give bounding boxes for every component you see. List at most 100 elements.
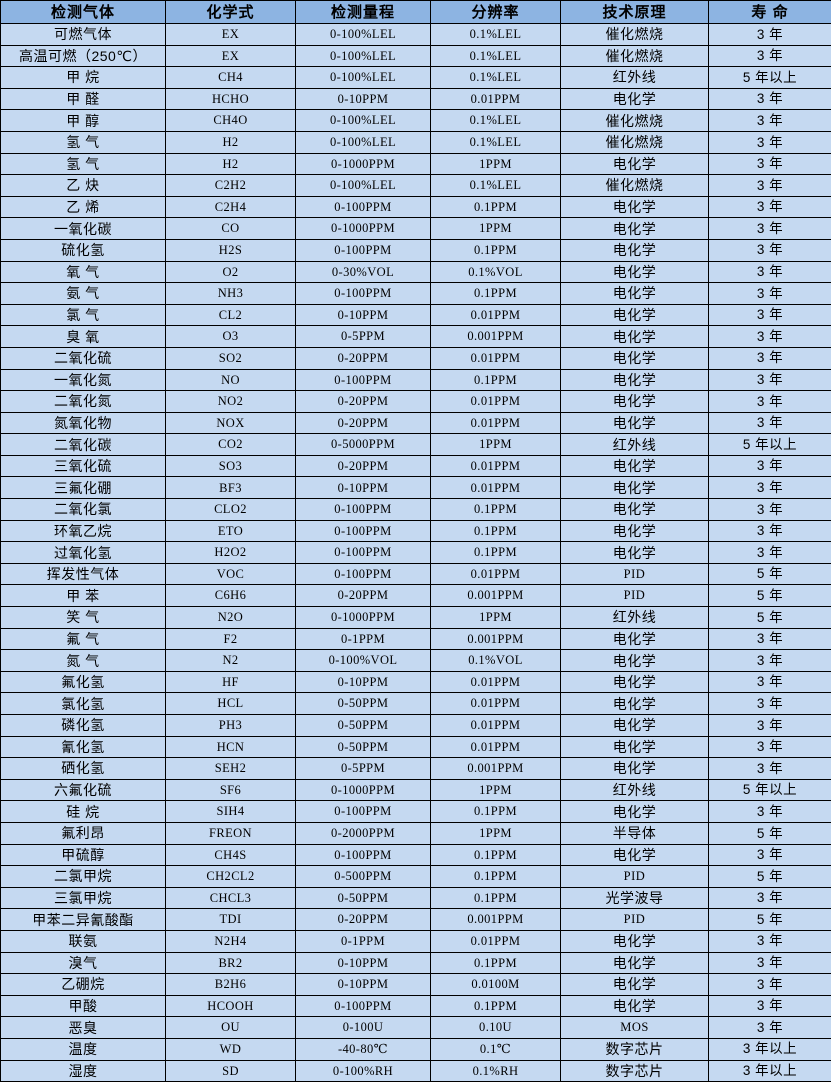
cell-formula: WD — [166, 1038, 296, 1060]
cell-life: 3 年以上 — [709, 1038, 831, 1060]
cell-range: 0-50PPM — [296, 736, 431, 758]
cell-principle: 电化学 — [561, 218, 709, 240]
cell-principle: PID — [561, 563, 709, 585]
cell-life: 3 年 — [709, 887, 831, 909]
cell-range: 0-50PPM — [296, 693, 431, 715]
cell-principle: 电化学 — [561, 88, 709, 110]
cell-name: 氟 气 — [1, 628, 166, 650]
cell-range: 0-20PPM — [296, 455, 431, 477]
cell-resolution: 0.10U — [431, 1017, 561, 1039]
cell-formula: SD — [166, 1060, 296, 1082]
cell-formula: H2 — [166, 153, 296, 175]
cell-resolution: 0.001PPM — [431, 758, 561, 780]
cell-principle: 电化学 — [561, 650, 709, 672]
column-header-gas-name: 检测气体 — [1, 1, 166, 24]
cell-principle: 电化学 — [561, 693, 709, 715]
cell-resolution: 0.01PPM — [431, 477, 561, 499]
cell-principle: 电化学 — [561, 347, 709, 369]
cell-life: 3 年 — [709, 369, 831, 391]
cell-principle: 红外线 — [561, 434, 709, 456]
cell-life: 3 年 — [709, 88, 831, 110]
cell-name: 氢 气 — [1, 131, 166, 153]
cell-formula: NH3 — [166, 283, 296, 305]
cell-formula: O2 — [166, 261, 296, 283]
cell-range: 0-10PPM — [296, 974, 431, 996]
cell-formula: NO — [166, 369, 296, 391]
cell-life: 3 年 — [709, 1017, 831, 1039]
cell-life: 3 年 — [709, 542, 831, 564]
cell-range: 0-10PPM — [296, 671, 431, 693]
cell-formula: H2O2 — [166, 542, 296, 564]
cell-resolution: 0.01PPM — [431, 736, 561, 758]
cell-formula: HCL — [166, 693, 296, 715]
cell-formula: SEH2 — [166, 758, 296, 780]
cell-formula: HCN — [166, 736, 296, 758]
cell-range: 0-100PPM — [296, 499, 431, 521]
cell-resolution: 0.01PPM — [431, 563, 561, 585]
cell-resolution: 0.001PPM — [431, 326, 561, 348]
cell-resolution: 0.01PPM — [431, 88, 561, 110]
cell-resolution: 0.1%VOL — [431, 650, 561, 672]
cell-formula: F2 — [166, 628, 296, 650]
cell-resolution: 0.1PPM — [431, 520, 561, 542]
cell-resolution: 0.1%LEL — [431, 175, 561, 197]
cell-principle: 催化燃烧 — [561, 45, 709, 67]
cell-formula: C2H4 — [166, 196, 296, 218]
cell-life: 5 年以上 — [709, 67, 831, 89]
cell-life: 3 年 — [709, 930, 831, 952]
column-header-formula: 化学式 — [166, 1, 296, 24]
cell-formula: CH4S — [166, 844, 296, 866]
cell-formula: OU — [166, 1017, 296, 1039]
cell-formula: CLO2 — [166, 499, 296, 521]
cell-resolution: 1PPM — [431, 218, 561, 240]
cell-life: 5 年以上 — [709, 779, 831, 801]
cell-formula: SO3 — [166, 455, 296, 477]
column-header-resolution: 分辨率 — [431, 1, 561, 24]
cell-resolution: 0.001PPM — [431, 628, 561, 650]
cell-name: 可燃气体 — [1, 24, 166, 46]
cell-range: 0-1000PPM — [296, 779, 431, 801]
cell-name: 氢 气 — [1, 153, 166, 175]
cell-formula: C2H2 — [166, 175, 296, 197]
cell-formula: NO2 — [166, 391, 296, 413]
cell-principle: 电化学 — [561, 844, 709, 866]
cell-name: 高温可燃（250℃） — [1, 45, 166, 67]
cell-resolution: 0.1PPM — [431, 887, 561, 909]
cell-name: 甲 苯 — [1, 585, 166, 607]
cell-formula: CO — [166, 218, 296, 240]
cell-principle: 电化学 — [561, 196, 709, 218]
cell-principle: 电化学 — [561, 239, 709, 261]
cell-resolution: 0.01PPM — [431, 347, 561, 369]
cell-range: 0-100PPM — [296, 563, 431, 585]
cell-life: 3 年 — [709, 671, 831, 693]
cell-formula: CH4 — [166, 67, 296, 89]
cell-formula: N2H4 — [166, 930, 296, 952]
cell-principle: 电化学 — [561, 715, 709, 737]
cell-name: 氮氧化物 — [1, 412, 166, 434]
cell-formula: TDI — [166, 909, 296, 931]
cell-range: -40-80℃ — [296, 1038, 431, 1060]
cell-resolution: 0.01PPM — [431, 715, 561, 737]
cell-range: 0-100%VOL — [296, 650, 431, 672]
cell-resolution: 0.001PPM — [431, 585, 561, 607]
cell-formula: CH2CL2 — [166, 866, 296, 888]
cell-principle: 半导体 — [561, 822, 709, 844]
cell-life: 3 年 — [709, 131, 831, 153]
cell-resolution: 0.01PPM — [431, 693, 561, 715]
cell-formula: B2H6 — [166, 974, 296, 996]
